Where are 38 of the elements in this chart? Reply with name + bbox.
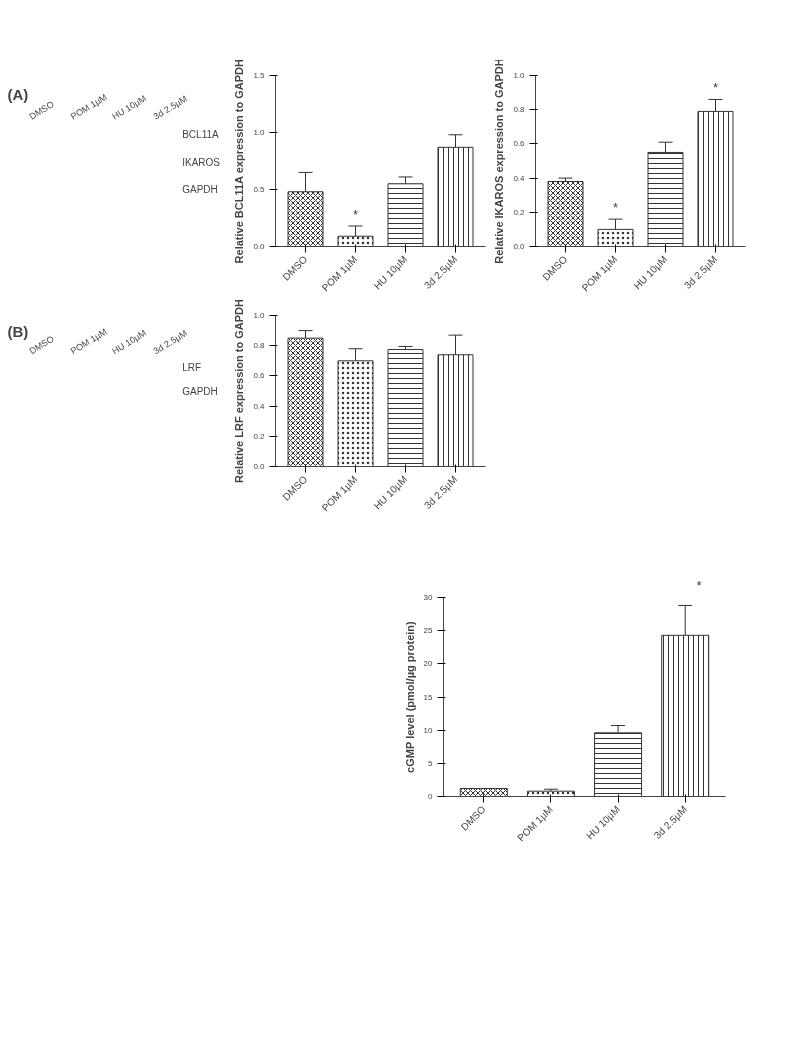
y-tick-label: 1.0 (253, 128, 266, 137)
y-tick-label: 1.5 (253, 71, 266, 80)
annotation: * (612, 200, 619, 216)
text: IKAROS (182, 156, 221, 168)
annotation: * (352, 206, 359, 222)
text: * (696, 577, 702, 593)
y-tick-label: 0.0 (253, 462, 266, 471)
y-tick-label: 0.6 (513, 139, 526, 149)
y-tick-label: 0.8 (513, 105, 526, 115)
y-tick-label: 0.8 (253, 341, 266, 351)
y-axis-title: cGMP level (pmol/µg protein) (403, 620, 416, 773)
y-tick-label: 0 (428, 792, 434, 801)
y-tick-label: 15 (423, 692, 434, 702)
y-tick-label: 0.0 (513, 242, 526, 251)
y-tick-label: 0.5 (253, 185, 266, 194)
category-label: POM 1µM (68, 326, 109, 357)
y-tick-label: 0.4 (253, 401, 266, 411)
y-tick-label: 0.2 (253, 431, 266, 441)
text: GAPDH (182, 184, 218, 196)
text: (A) (7, 85, 29, 103)
y-tick-label: 0.0 (253, 242, 266, 251)
annotation: * (712, 80, 719, 96)
y-tick-label: 0.4 (513, 173, 526, 183)
y-tick-label: 0.6 (253, 371, 266, 381)
y-tick-label: 1.0 (253, 311, 266, 320)
y-axis-title: Relative BCL11A expression to GAPDH (233, 58, 246, 264)
text: GAPDH (182, 386, 218, 398)
text: BCL11A (182, 129, 220, 141)
y-tick-label: 5 (428, 758, 434, 768)
y-axis-title: Relative LRF expression to GAPDH (233, 298, 246, 483)
y-tick-label: 30 (423, 593, 434, 602)
y-tick-label: 25 (423, 626, 434, 636)
text: LRF (182, 361, 202, 373)
text: (B) (7, 322, 29, 340)
y-tick-label: 0.2 (513, 207, 526, 217)
y-tick-label: 20 (423, 659, 434, 669)
y-tick-label: 1.0 (513, 71, 526, 80)
y-tick-label: 10 (423, 725, 434, 735)
